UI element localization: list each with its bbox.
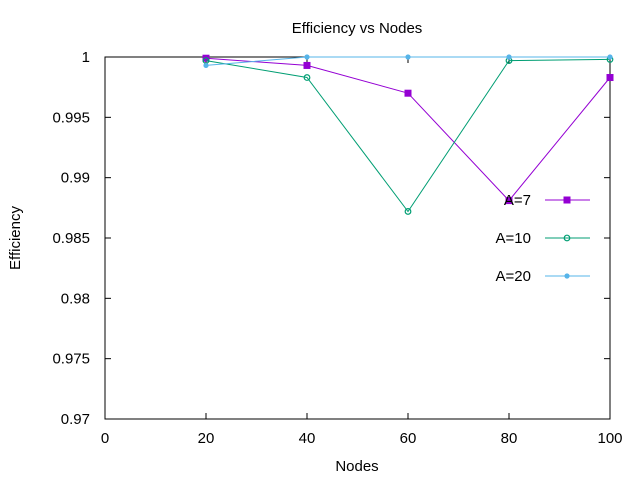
x-tick-label: 80 [501, 430, 518, 447]
y-tick-label: 0.99 [61, 170, 90, 187]
series-layer [202, 54, 614, 215]
series-0-point [505, 197, 513, 205]
series-line-1 [205, 58, 611, 213]
x-axis-label: Nodes [335, 458, 378, 475]
series-2-point [405, 54, 411, 60]
series-2-point [607, 54, 613, 60]
legend-marker [564, 273, 570, 279]
series-0-point [404, 89, 412, 97]
y-tick-label: 0.975 [52, 351, 90, 368]
series-2-point [203, 62, 209, 69]
legend-marker [563, 196, 571, 204]
x-tick-label: 100 [597, 430, 622, 447]
y-axis-label: Efficiency [7, 206, 24, 270]
legend: A=7 A=10 A=20 [496, 192, 590, 285]
axis-ticks: 0 20 40 60 80 100 0.97 0.975 0.98 0.985 0.99 0.995 1 [52, 49, 622, 447]
series-1-point [404, 208, 412, 215]
y-tick-label: 0.98 [61, 290, 90, 307]
plot-frame [104, 56, 611, 420]
y-tick-label: 1 [82, 49, 90, 66]
legend-marker [563, 234, 571, 242]
legend-label: A=10 [496, 230, 531, 247]
x-tick-label: 60 [400, 430, 417, 447]
x-tick-label: 0 [101, 430, 109, 447]
series-0-point [606, 74, 614, 82]
y-tick-label: 0.97 [61, 411, 90, 428]
legend-label: A=7 [504, 192, 531, 209]
x-tick-label: 20 [198, 430, 215, 447]
series-1-point [303, 74, 311, 81]
y-tick-label: 0.995 [52, 109, 90, 126]
legend-label: A=20 [496, 268, 531, 285]
series-line-0 [205, 57, 611, 202]
series-2-point [304, 54, 310, 60]
y-tick-label: 0.985 [52, 230, 90, 247]
chart-title: Efficiency vs Nodes [292, 20, 423, 37]
series-2-point [506, 54, 512, 60]
x-tick-label: 40 [299, 430, 316, 447]
series-0-point [303, 61, 311, 69]
